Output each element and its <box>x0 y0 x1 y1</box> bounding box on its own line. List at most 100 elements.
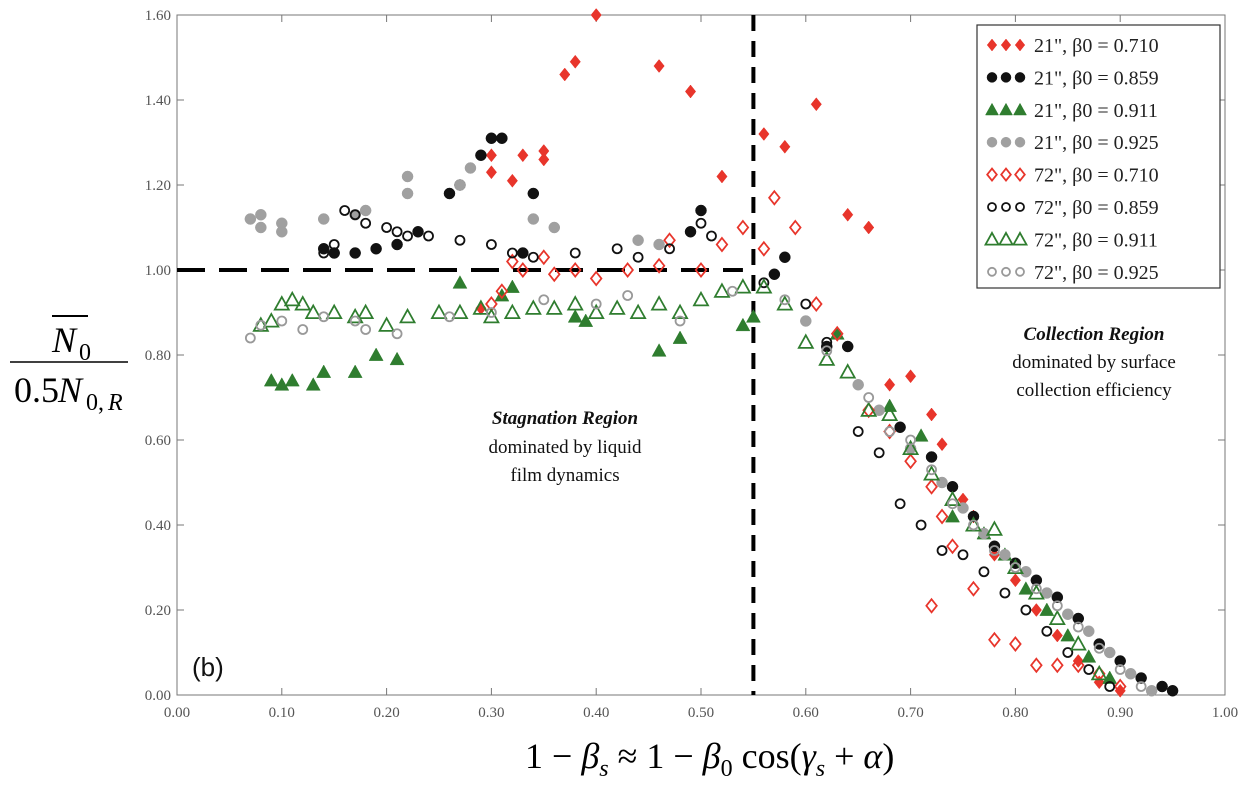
data-point <box>715 236 729 253</box>
stagnation-line-1: dominated by liquid <box>488 437 642 458</box>
data-point <box>1071 657 1085 674</box>
collection-annotation: Collection Region dominated by surface c… <box>1012 324 1176 401</box>
legend-marker <box>1014 136 1026 148</box>
legend-label: 72", β0 = 0.925 <box>1034 262 1159 284</box>
data-point <box>1030 583 1042 595</box>
y-tick-label: 0.00 <box>145 688 171 704</box>
data-point <box>1135 672 1147 684</box>
data-point <box>276 217 288 229</box>
data-point <box>263 372 279 387</box>
y-tick-label: 0.80 <box>145 348 171 364</box>
series-7 <box>244 285 1147 692</box>
data-point <box>779 251 791 263</box>
data-point <box>1048 609 1066 625</box>
data-point <box>797 333 815 349</box>
data-point <box>391 238 403 251</box>
data-point <box>284 372 300 387</box>
data-point <box>548 221 561 234</box>
data-point <box>1083 625 1095 637</box>
data-point <box>527 187 540 200</box>
stagnation-title: Stagnation Region <box>492 408 638 429</box>
data-point <box>706 230 717 242</box>
data-point <box>632 234 644 246</box>
collection-line-1: dominated by surface <box>1012 352 1176 373</box>
y-label-den-symbol: N <box>57 370 84 410</box>
data-point <box>894 421 906 433</box>
data-point <box>1006 558 1024 574</box>
data-point <box>684 84 697 99</box>
data-point <box>274 377 290 391</box>
data-point <box>947 498 958 510</box>
data-point <box>360 324 372 335</box>
data-point <box>926 407 938 422</box>
data-point <box>663 232 676 249</box>
data-point <box>538 144 550 158</box>
legend-entry: 72", β0 = 0.710 <box>986 165 1159 187</box>
data-point <box>852 426 864 437</box>
data-point <box>527 213 540 225</box>
y-tick-label: 0.20 <box>145 603 171 619</box>
data-point <box>884 377 896 392</box>
data-point <box>346 307 364 324</box>
data-point <box>255 221 267 234</box>
data-point <box>651 343 667 357</box>
panel-label: (b) <box>192 652 224 682</box>
data-point <box>842 207 854 222</box>
data-point <box>964 516 983 532</box>
data-point <box>262 312 280 328</box>
data-point <box>318 311 330 323</box>
data-point <box>391 328 403 340</box>
data-point <box>1020 604 1032 616</box>
y-label-num-symbol: N <box>51 320 78 360</box>
legend-marker <box>985 102 999 116</box>
legend-marker <box>1013 102 1027 116</box>
data-point <box>401 170 414 183</box>
legend-entry: 72", β0 = 0.925 <box>987 262 1159 284</box>
legend-entry: 72", β0 = 0.911 <box>983 229 1158 251</box>
legend-marker <box>997 231 1015 246</box>
data-point <box>399 307 417 324</box>
data-point <box>472 299 490 315</box>
y-tick-label: 1.00 <box>145 263 171 279</box>
data-point <box>830 325 844 342</box>
data-point <box>1102 670 1118 684</box>
data-point <box>317 213 330 225</box>
data-point <box>1166 685 1179 697</box>
y-tick-label: 0.60 <box>145 433 171 449</box>
data-point <box>926 464 937 476</box>
data-point <box>506 247 518 259</box>
legend-marker <box>987 266 997 277</box>
data-point <box>1041 587 1053 599</box>
data-point <box>391 226 403 238</box>
data-point <box>1051 600 1063 612</box>
data-point <box>957 549 969 561</box>
data-point <box>1103 646 1116 659</box>
data-point <box>672 330 688 344</box>
data-point <box>935 508 949 525</box>
data-point <box>841 340 854 353</box>
x-tick-label: 0.70 <box>897 705 923 721</box>
data-point <box>621 262 634 278</box>
data-point <box>755 278 773 294</box>
collection-title: Collection Region <box>1024 324 1165 345</box>
data-point <box>517 148 529 163</box>
legend-label: 21", β0 = 0.859 <box>1034 67 1159 89</box>
legend-marker <box>987 202 997 212</box>
data-point <box>547 266 561 283</box>
data-point <box>915 519 927 531</box>
data-point <box>389 351 405 366</box>
data-point <box>653 238 665 251</box>
x-tick-label: 0.80 <box>1002 705 1028 721</box>
data-point <box>538 152 550 167</box>
data-point <box>360 217 372 229</box>
data-point <box>503 303 521 320</box>
data-point <box>653 59 665 73</box>
data-point <box>294 295 312 311</box>
data-point <box>587 303 605 320</box>
data-point <box>381 222 393 233</box>
data-point <box>485 165 497 180</box>
data-point <box>1135 681 1147 692</box>
data-point <box>622 290 634 301</box>
data-point <box>1156 680 1168 693</box>
legend-marker <box>986 72 998 83</box>
